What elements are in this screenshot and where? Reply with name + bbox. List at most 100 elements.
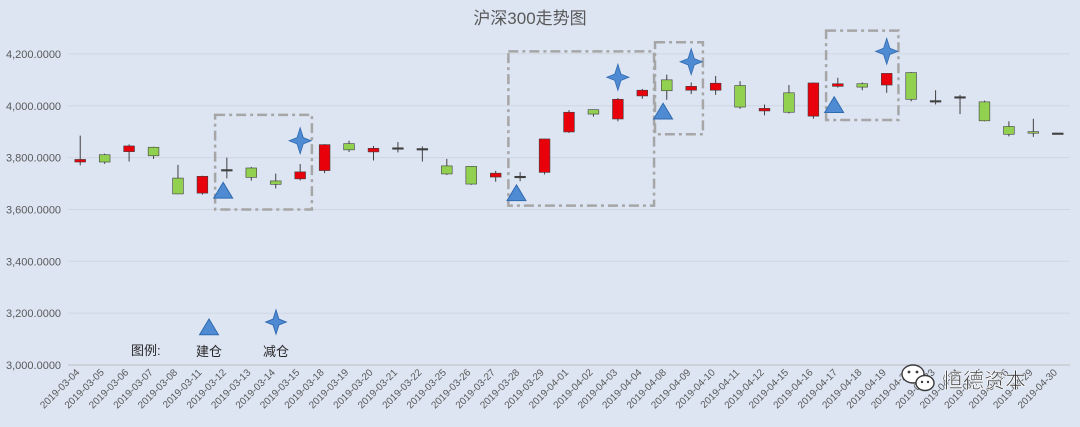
candle-body xyxy=(563,111,575,133)
candle xyxy=(270,173,282,189)
legend-reduce-star-icon xyxy=(264,308,288,336)
candle xyxy=(734,81,746,109)
candle xyxy=(74,135,86,166)
legend-build-triangle-icon xyxy=(198,318,220,336)
candle-body xyxy=(343,143,355,151)
candle-body xyxy=(123,145,135,152)
highlight-box xyxy=(507,50,656,207)
candle xyxy=(636,88,648,99)
chart-title: 沪深300走势图 xyxy=(473,9,586,28)
legend-build-label: 建仓 xyxy=(196,344,222,359)
candle-body xyxy=(245,167,257,178)
candle xyxy=(294,164,306,181)
candle-body xyxy=(856,83,868,88)
candle-body xyxy=(661,79,673,92)
candle xyxy=(905,72,917,102)
candle xyxy=(929,90,942,105)
candle-body xyxy=(221,169,233,172)
candle xyxy=(758,104,771,116)
build-marker-triangle-icon xyxy=(823,95,845,114)
candle xyxy=(172,164,184,195)
y-tick-label: 3,000.0000 xyxy=(6,360,61,372)
candle-body xyxy=(978,101,991,122)
candle-body xyxy=(832,83,844,87)
watermark: 恒德资本 xyxy=(901,364,1026,393)
candle-body xyxy=(709,82,722,91)
candle-body xyxy=(318,144,331,171)
y-tick-label: 3,800.0000 xyxy=(6,153,61,165)
reduce-marker-star-icon xyxy=(874,37,899,66)
candle-body xyxy=(881,73,893,86)
wechat-icon xyxy=(901,364,935,392)
candle xyxy=(343,140,355,152)
candle xyxy=(98,153,111,164)
candle xyxy=(245,166,257,181)
candle xyxy=(196,175,209,195)
candle-body xyxy=(783,92,795,113)
candle xyxy=(538,138,551,175)
candle-body xyxy=(807,82,820,117)
candle-body xyxy=(490,172,502,178)
candle xyxy=(563,110,575,133)
candle-body xyxy=(636,89,648,97)
candle xyxy=(1027,118,1040,137)
candle-body xyxy=(758,108,771,112)
candle-body xyxy=(514,175,526,179)
candle xyxy=(783,85,795,114)
grid-lines xyxy=(68,53,1070,366)
candle xyxy=(441,158,453,175)
build-marker-triangle-icon xyxy=(212,181,234,199)
candle-body xyxy=(367,147,380,153)
candle xyxy=(807,82,820,119)
candle xyxy=(685,82,697,95)
candle-body xyxy=(612,98,624,120)
candle-body xyxy=(441,165,453,175)
candle-body xyxy=(734,85,746,108)
candle-body xyxy=(929,100,942,103)
highlight-box xyxy=(653,41,705,136)
candle xyxy=(147,146,160,159)
highlight-box xyxy=(824,29,900,122)
candle xyxy=(612,97,624,122)
candle xyxy=(367,145,380,161)
candle-body xyxy=(538,138,551,173)
candle xyxy=(661,74,673,100)
candle-body xyxy=(587,109,600,115)
candle-body xyxy=(294,171,306,180)
y-tick-label: 3,200.0000 xyxy=(6,308,61,320)
candle-body xyxy=(1003,126,1015,135)
candle-body xyxy=(416,148,429,151)
candle-body xyxy=(685,86,697,91)
candle-body xyxy=(270,180,282,185)
watermark-text: 恒德资本 xyxy=(942,370,1026,393)
y-tick-label: 4,200.0000 xyxy=(6,49,61,61)
candle-body xyxy=(98,154,111,163)
candle-body xyxy=(1052,132,1064,135)
candle xyxy=(954,94,966,115)
candle xyxy=(221,157,233,179)
build-marker-triangle-icon xyxy=(652,102,674,120)
reduce-marker-star-icon xyxy=(679,47,704,77)
candle xyxy=(1003,121,1015,137)
legend-title: 图例: xyxy=(131,343,161,358)
y-tick-label: 3,600.0000 xyxy=(6,204,61,216)
legend-reduce-label: 减仓 xyxy=(263,344,289,359)
candle-body xyxy=(196,175,209,194)
candle xyxy=(1052,132,1064,135)
candle xyxy=(465,166,477,185)
candle xyxy=(856,82,868,91)
candle-body xyxy=(954,96,966,99)
candle-body xyxy=(147,146,160,157)
candle xyxy=(832,77,844,88)
legend: 图例: 建仓 减仓 xyxy=(131,308,289,359)
build-marker-triangle-icon xyxy=(506,183,527,202)
highlight-boxes xyxy=(213,29,900,211)
candle-body xyxy=(172,177,184,195)
candles xyxy=(74,72,1064,195)
candle xyxy=(587,109,600,117)
y-axis: 3,000.0000 3,200.0000 3,400.0000 3,600.0000… xyxy=(6,49,61,372)
candle-body xyxy=(465,166,477,185)
y-tick-label: 4,000.0000 xyxy=(6,101,61,113)
